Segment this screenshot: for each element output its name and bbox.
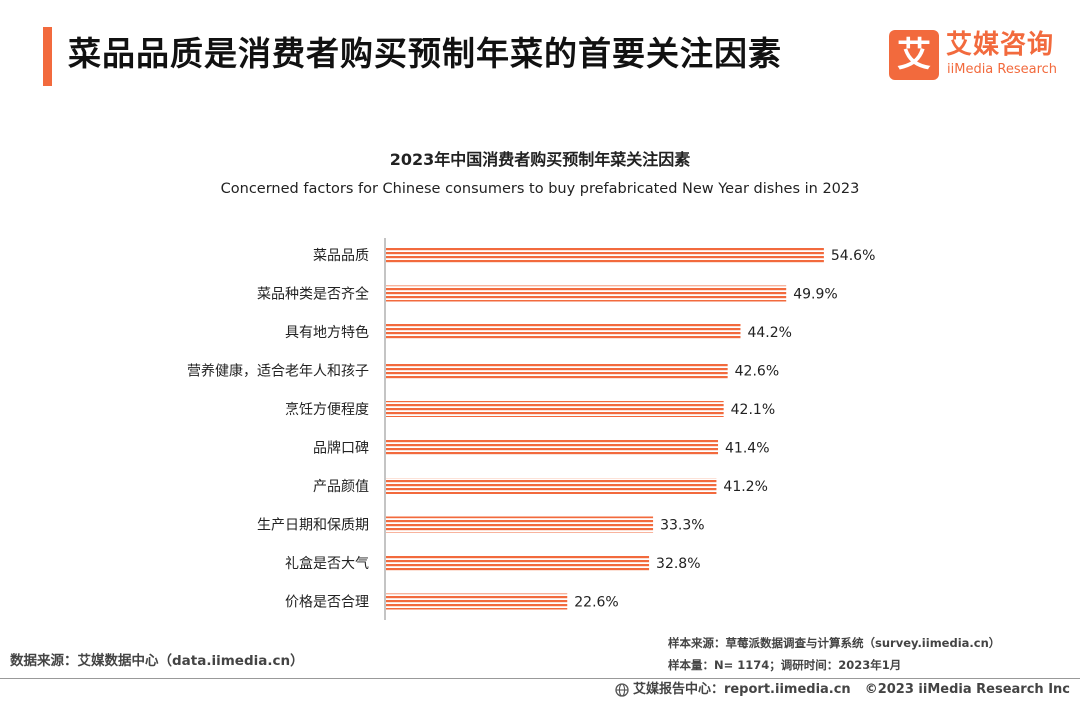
value-label: 44.2%: [747, 325, 791, 341]
page-title: 菜品品质是消费者购买预制年菜的首要关注因素: [68, 34, 782, 73]
value-label: 42.1%: [731, 402, 775, 418]
copyright: ©2023 iiMedia Research Inc: [864, 682, 1070, 697]
globe-icon: [615, 683, 629, 697]
bar: [386, 247, 824, 263]
value-label: 22.6%: [574, 595, 618, 611]
chart-title: 2023年中国消费者购买预制年菜关注因素: [389, 150, 691, 169]
sample-source: 样本来源：草莓派数据调查与计算系统（survey.iimedia.cn）: [668, 636, 1001, 650]
category-label: 价格是否合理: [285, 595, 369, 611]
bar: [386, 401, 724, 417]
logo-mark: 艾: [889, 30, 939, 80]
value-label: 54.6%: [831, 248, 875, 264]
category-label: 礼盒是否大气: [285, 555, 369, 572]
bar: [386, 478, 717, 494]
value-label: 42.6%: [735, 364, 779, 380]
category-label: 生产日期和保质期: [257, 518, 369, 534]
footer-divider: [0, 678, 1080, 679]
logo-name-en: iiMedia Research: [947, 62, 1058, 77]
category-label: 具有地方特色: [285, 324, 369, 341]
title-accent-bar: [43, 27, 52, 86]
category-label: 烹饪方便程度: [285, 401, 369, 418]
category-label: 菜品种类是否齐全: [257, 286, 369, 303]
category-label: 营养健康，适合老年人和孩子: [187, 363, 369, 380]
report-center-link[interactable]: 艾媒报告中心：report.iimedia.cn: [632, 682, 851, 697]
bar: [386, 555, 650, 571]
bar: [386, 516, 654, 533]
value-label: 33.3%: [660, 518, 704, 534]
bar: [386, 439, 719, 456]
category-label: 菜品品质: [313, 248, 369, 264]
logo-name-cn: 艾媒咨询: [946, 30, 1055, 60]
data-source: 数据来源：艾媒数据中心（data.iimedia.cn）: [10, 653, 304, 669]
bar: [386, 593, 568, 610]
value-label: 41.4%: [725, 441, 769, 457]
iimedia-logo: 艾 艾媒咨询 iiMedia Research: [889, 30, 1069, 82]
value-label: 49.9%: [793, 287, 837, 303]
bar: [386, 362, 728, 379]
chart-subtitle: Concerned factors for Chinese consumers …: [220, 181, 860, 197]
category-label: 产品颜值: [313, 479, 369, 495]
sample-size: 样本量：N= 1174；调研时间：2023年1月: [668, 658, 902, 672]
bar: [386, 324, 741, 340]
value-label: 32.8%: [656, 556, 700, 572]
category-label: 品牌口碑: [313, 440, 369, 457]
footer: 艾媒报告中心：report.iimedia.cn ©2023 iiMedia R…: [615, 680, 1070, 700]
bar: [386, 285, 787, 302]
value-label: 41.2%: [723, 479, 767, 495]
